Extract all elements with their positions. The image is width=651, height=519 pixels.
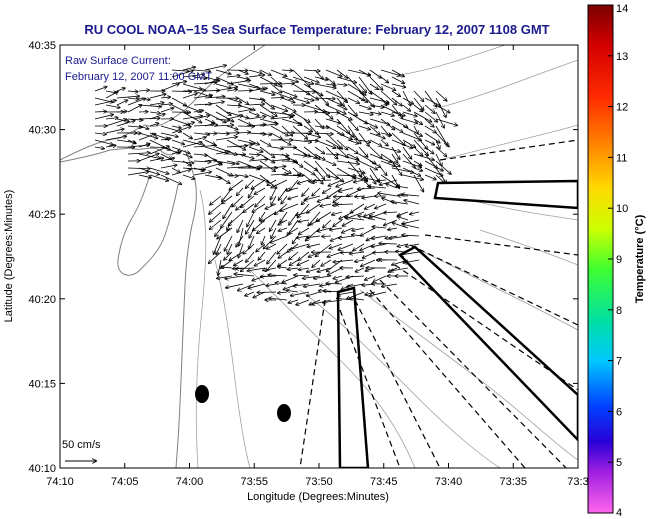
y-tick-label: 40:25 xyxy=(28,209,56,221)
radar-coverage-lines xyxy=(299,139,578,468)
colorbar-ticks: 14 13 12 11 10 9 8 7 6 5 4 xyxy=(608,3,628,519)
colorbar-tick-label: 5 xyxy=(616,457,622,469)
colorbar-tick-label: 14 xyxy=(616,3,628,15)
x-axis-ticks: 74:10 74:05 74:00 73:55 73:50 73:45 73:40 73:35… xyxy=(46,45,589,488)
legend-line-1: Raw Surface Current: xyxy=(65,55,171,67)
x-axis-label: Longitude (Degrees:Minutes) xyxy=(247,491,389,503)
y-tick-label: 40:15 xyxy=(28,378,56,390)
y-axis-label: Latitude (Degrees:Minutes) xyxy=(3,190,15,323)
x-tick-label: 73:35 xyxy=(499,476,527,488)
colorbar-tick-label: 13 xyxy=(616,51,628,63)
y-axis-ticks: 40:35 40:30 40:25 40:20 40:15 40:10 xyxy=(28,40,578,475)
zone-outlines xyxy=(336,179,578,468)
y-tick-label: 40:20 xyxy=(28,294,56,306)
x-tick-label: 73:55 xyxy=(240,476,268,488)
current-vectors xyxy=(94,65,457,304)
figure-title: RU COOL NOAA−15 Sea Surface Temperature:… xyxy=(84,22,549,37)
legend-line-2: February 12, 2007 11:00 GMT xyxy=(65,71,212,83)
colorbar-tick-label: 4 xyxy=(616,507,622,519)
colorbar-tick-label: 12 xyxy=(616,102,628,114)
x-tick-label: 73:40 xyxy=(435,476,463,488)
y-tick-label: 40:35 xyxy=(28,40,56,52)
x-tick-label: 74:10 xyxy=(46,476,74,488)
buoy-marker xyxy=(195,385,209,403)
x-tick-label: 73:3 xyxy=(567,476,588,488)
colorbar-tick-label: 8 xyxy=(616,305,622,317)
colorbar-tick-label: 7 xyxy=(616,356,622,368)
colorbar-label: Temperature (°C) xyxy=(634,214,646,303)
colorbar-tick-label: 6 xyxy=(616,406,622,418)
y-tick-label: 40:30 xyxy=(28,125,56,137)
colorbar-tick-label: 11 xyxy=(616,152,627,164)
x-tick-label: 74:00 xyxy=(176,476,204,488)
x-tick-label: 73:45 xyxy=(370,476,398,488)
x-tick-label: 73:50 xyxy=(305,476,333,488)
y-tick-label: 40:10 xyxy=(28,463,56,475)
x-tick-label: 74:05 xyxy=(111,476,139,488)
buoy-marker xyxy=(277,404,291,422)
colorbar-tick-label: 10 xyxy=(616,203,628,215)
colorbar-tick-label: 9 xyxy=(616,254,622,266)
scale-label: 50 cm/s xyxy=(62,439,101,451)
